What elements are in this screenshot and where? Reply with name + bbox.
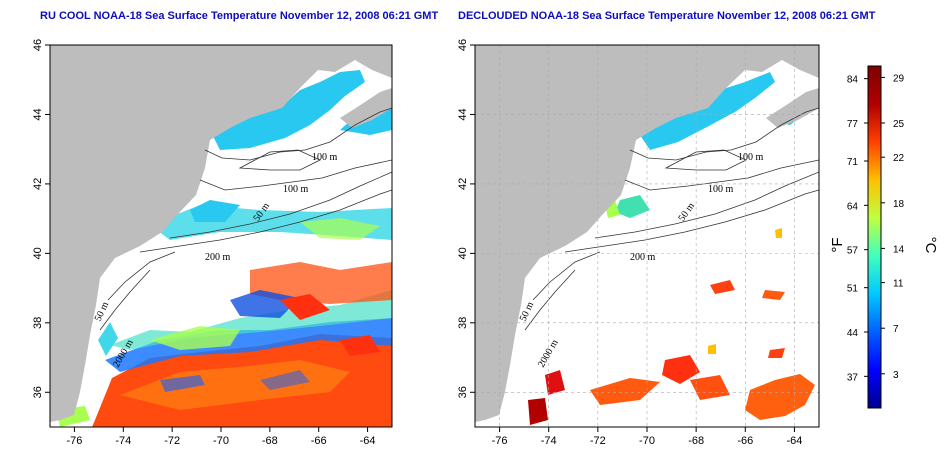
x-tick-label: -66 xyxy=(311,435,327,447)
x-tick-label: -74 xyxy=(115,435,131,447)
bathymetry-contours-declouded xyxy=(524,107,819,331)
contour-label: 200 m xyxy=(630,252,656,263)
x-tick-label: -76 xyxy=(66,435,82,447)
fahrenheit-tick-label: 57 xyxy=(847,246,859,257)
y-tick-label: 46 xyxy=(32,39,44,51)
y-tick-label: 44 xyxy=(457,108,469,120)
y-tick-label: 40 xyxy=(457,247,469,259)
celsius-tick-label: 29 xyxy=(893,73,905,84)
celsius-tick-label: 25 xyxy=(893,119,905,130)
land-mass-raw xyxy=(50,45,392,422)
x-tick-label: -70 xyxy=(639,435,655,447)
fahrenheit-tick-label: 77 xyxy=(847,119,859,130)
fahrenheit-tick-label: 51 xyxy=(847,284,859,295)
colorbar-scale xyxy=(867,65,882,409)
celsius-tick-label: 22 xyxy=(893,153,905,164)
x-tick-label: -72 xyxy=(590,435,606,447)
celsius-tick-label: 18 xyxy=(893,199,905,210)
fahrenheit-tick-label: 84 xyxy=(847,75,859,86)
contour-label: 100 m xyxy=(708,184,734,195)
x-tick-label: -72 xyxy=(164,435,180,447)
panel-title-declouded: DECLOUDED NOAA-18 Sea Surface Temperatur… xyxy=(458,10,876,22)
bathymetry-contours-raw xyxy=(99,107,392,331)
y-tick-label: 44 xyxy=(32,108,44,120)
fahrenheit-tick-label: 44 xyxy=(847,328,859,339)
x-tick-label: -64 xyxy=(360,435,376,447)
x-tick-label: -64 xyxy=(786,435,802,447)
fahrenheit-tick-label: 71 xyxy=(847,157,859,168)
contour-label: 100 m xyxy=(738,152,764,163)
x-tick-label: -66 xyxy=(737,435,753,447)
fahrenheit-tick-label: 37 xyxy=(847,372,859,383)
celsius-tick-label: 3 xyxy=(893,370,899,381)
x-tick-label: -74 xyxy=(541,435,557,447)
contour-label: 200 m xyxy=(205,252,231,263)
colorbar: 84 77 71 64 57 51 44 37 29 25 22 18 14 11 7 3 °F °C xyxy=(829,65,939,409)
y-tick-label: 36 xyxy=(32,386,44,398)
x-tick-label: -70 xyxy=(213,435,229,447)
grid-lines-declouded xyxy=(475,45,819,427)
y-tick-label: 46 xyxy=(457,39,469,51)
contour-label: 100 m xyxy=(283,184,309,195)
panel-title-raw: RU COOL NOAA-18 Sea Surface Temperature … xyxy=(40,10,439,22)
celsius-tick-label: 11 xyxy=(893,279,904,290)
y-tick-label: 38 xyxy=(32,317,44,329)
land-mass-declouded xyxy=(475,45,819,422)
y-tick-label: 36 xyxy=(457,386,469,398)
x-tick-label: -76 xyxy=(492,435,508,447)
fahrenheit-tick-label: 64 xyxy=(847,201,859,212)
celsius-tick-label: 14 xyxy=(893,244,905,255)
x-tick-label: -68 xyxy=(688,435,704,447)
x-tick-label: -68 xyxy=(262,435,278,447)
y-tick-label: 42 xyxy=(32,178,44,190)
celsius-tick-label: 7 xyxy=(893,324,899,335)
celsius-unit-label: °C xyxy=(922,237,939,254)
y-tick-label: 40 xyxy=(32,247,44,259)
y-tick-label: 42 xyxy=(457,178,469,190)
fahrenheit-unit-label: °F xyxy=(829,237,846,252)
contour-label: 100 m xyxy=(312,152,338,163)
y-tick-label: 38 xyxy=(457,317,469,329)
